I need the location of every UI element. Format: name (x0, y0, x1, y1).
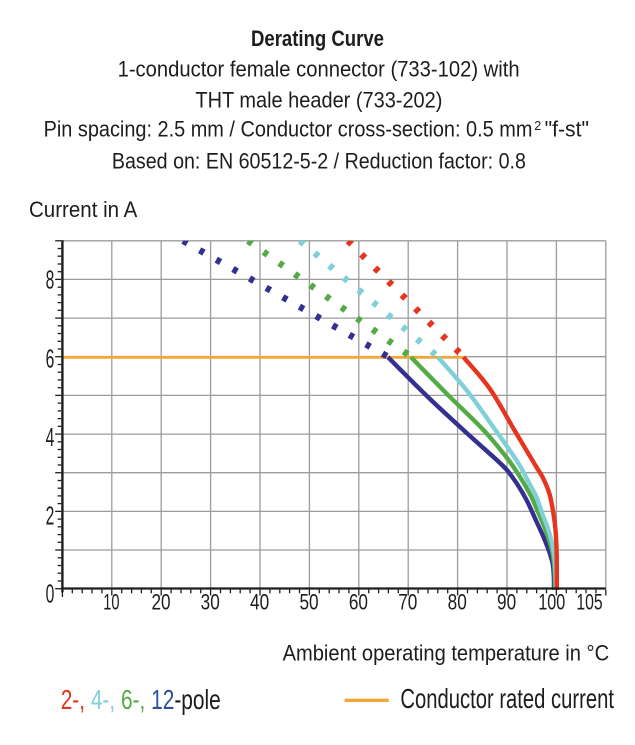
svg-text:8: 8 (46, 264, 55, 294)
svg-text:2: 2 (534, 119, 541, 133)
svg-text:50: 50 (299, 590, 318, 615)
svg-text:70: 70 (398, 590, 417, 615)
svg-text:Based on: EN 60512-5-2 / Reduc: Based on: EN 60512-5-2 / Reduction facto… (112, 148, 526, 173)
svg-text:90: 90 (497, 590, 516, 615)
svg-text:60: 60 (349, 590, 368, 615)
svg-text:2-, 4-, 6-, 12-pole: 2-, 4-, 6-, 12-pole (61, 683, 221, 715)
svg-text:"f-st": "f-st" (545, 116, 589, 141)
svg-text:10: 10 (103, 590, 119, 615)
svg-text:105: 105 (576, 590, 602, 615)
svg-text:Current in A: Current in A (29, 197, 137, 222)
svg-text:80: 80 (448, 590, 467, 615)
svg-text:Ambient operating temperature: Ambient operating temperature in °C (283, 640, 610, 665)
svg-text:40: 40 (250, 590, 269, 615)
svg-text:20: 20 (151, 590, 170, 615)
svg-text:1-conductor female connector (: 1-conductor female connector (733-102) w… (118, 56, 520, 81)
svg-text:Pin spacing: 2.5 mm / Conducto: Pin spacing: 2.5 mm / Conductor cross-se… (44, 116, 533, 141)
svg-text:Conductor rated current: Conductor rated current (400, 682, 614, 714)
svg-text:2: 2 (46, 500, 55, 530)
svg-text:100: 100 (538, 590, 565, 615)
svg-text:Derating Curve: Derating Curve (251, 26, 384, 51)
svg-text:4: 4 (46, 422, 55, 452)
svg-text:30: 30 (201, 590, 220, 615)
svg-text:THT male header (733-202): THT male header (733-202) (195, 88, 442, 113)
svg-text:0: 0 (46, 579, 55, 609)
svg-text:6: 6 (46, 344, 55, 374)
